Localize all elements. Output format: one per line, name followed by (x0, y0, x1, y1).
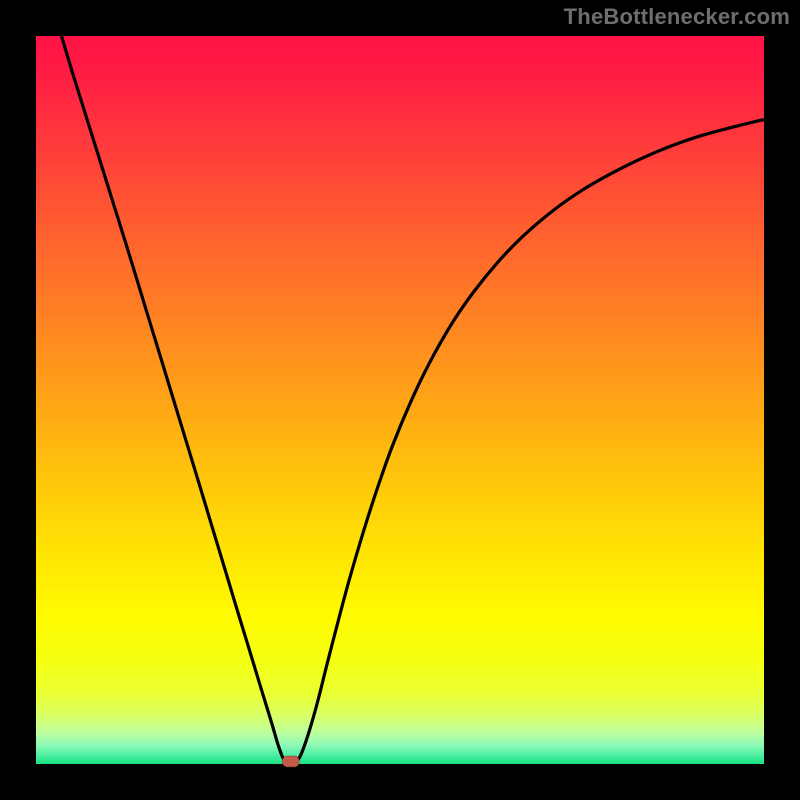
watermark-label: TheBottlenecker.com (564, 4, 790, 30)
bottleneck-chart (0, 0, 800, 800)
chart-frame: TheBottlenecker.com (0, 0, 800, 800)
gradient-background (36, 36, 764, 764)
optimum-marker (282, 756, 299, 767)
